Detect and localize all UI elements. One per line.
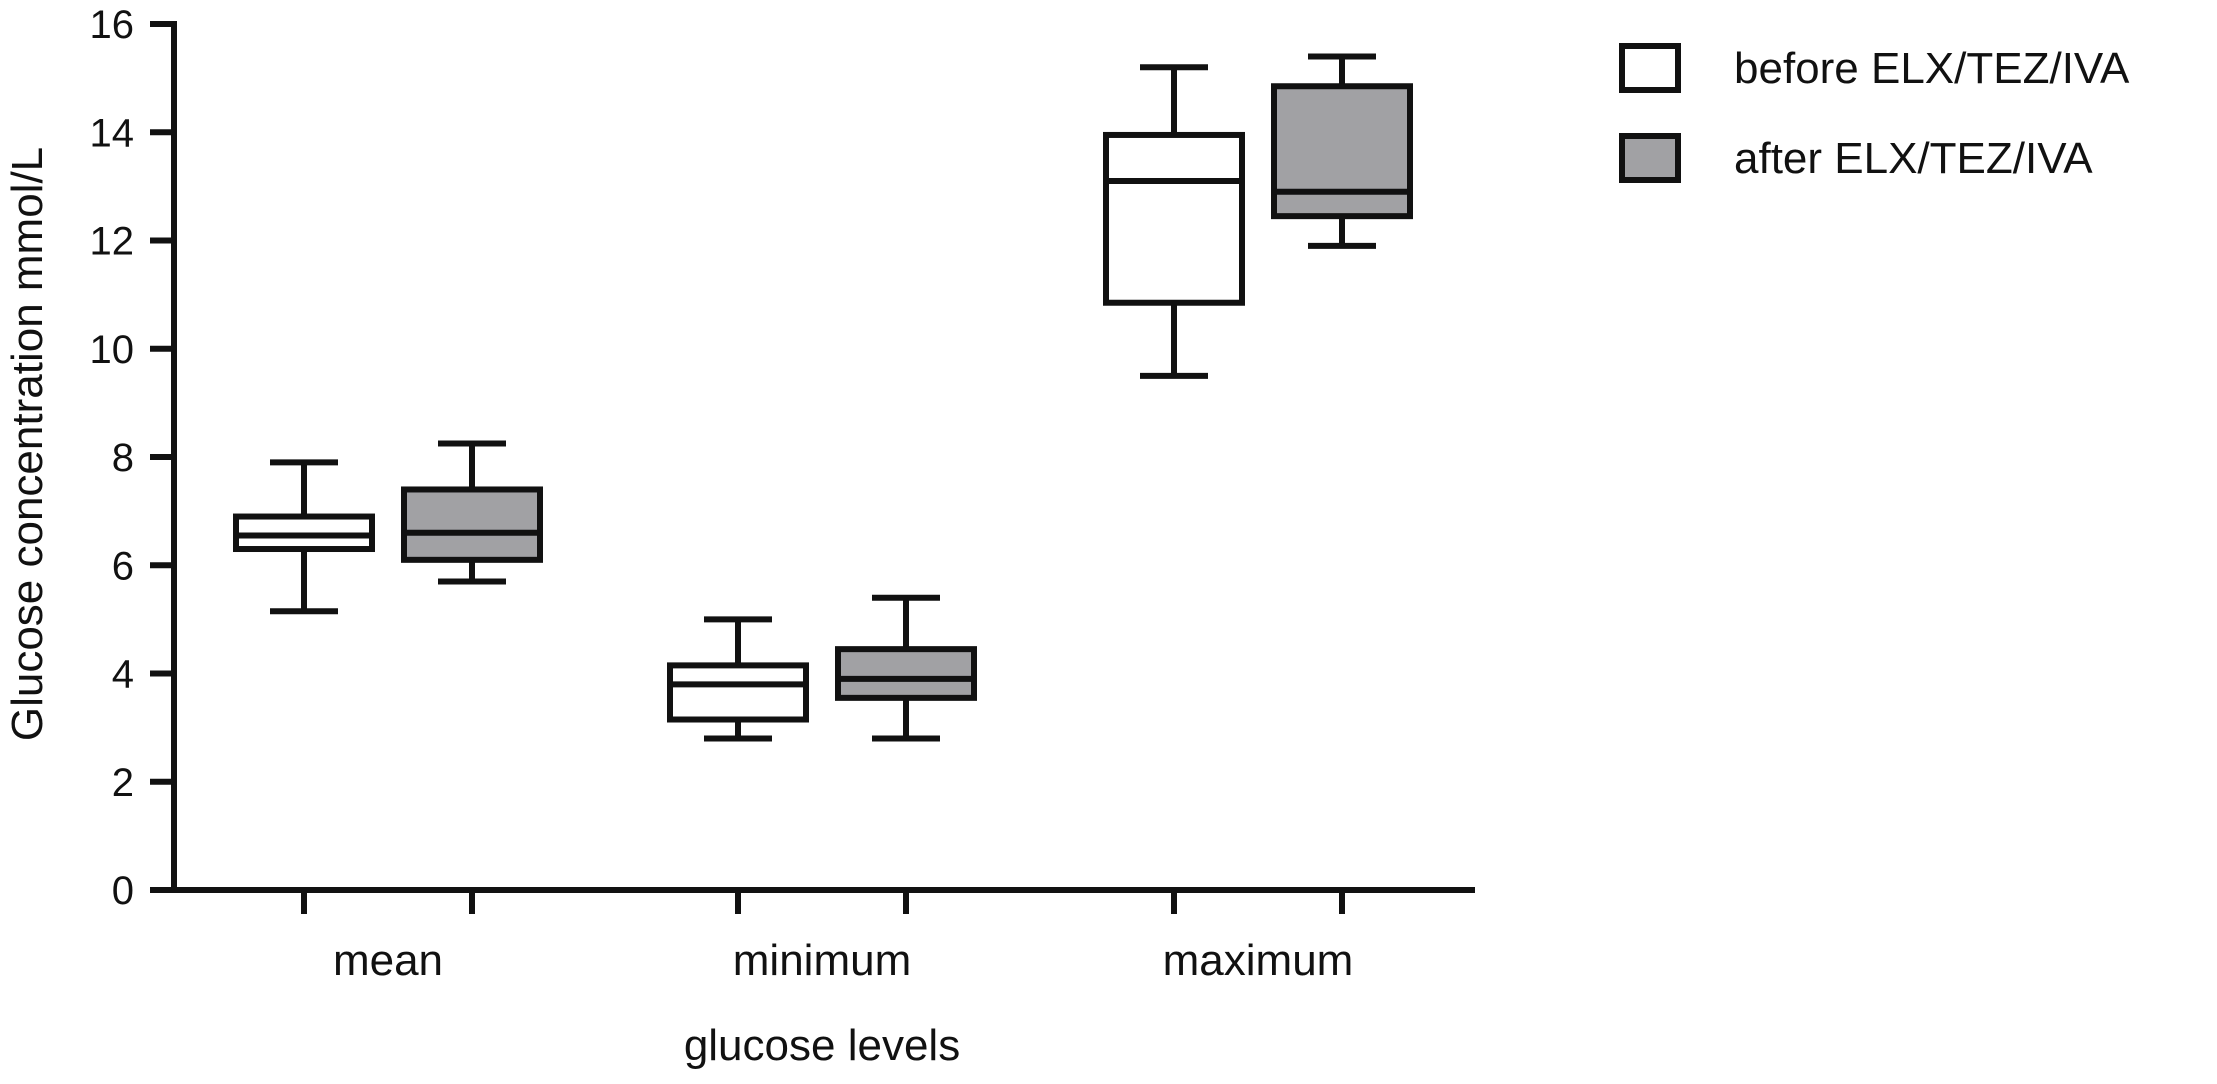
y-tick-label-10: 10 — [90, 328, 135, 372]
legend-swatch-1 — [1619, 133, 1681, 183]
legend-swatch-0 — [1619, 43, 1681, 93]
box-minimum-series-1 — [835, 594, 977, 742]
y-tick-label-4: 4 — [112, 653, 134, 697]
x-category-label-mean: mean — [333, 936, 443, 985]
iqr-box — [667, 662, 809, 723]
legend-label-0: before ELX/TEZ/IVA — [1734, 44, 2130, 93]
box-maximum-series-0 — [1103, 64, 1245, 379]
iqr-box — [1271, 83, 1413, 220]
box-mean-series-0 — [233, 459, 375, 615]
x-category-label-minimum: minimum — [733, 936, 911, 985]
iqr-box — [401, 486, 543, 563]
iqr-box — [835, 646, 977, 701]
y-axis-title: Glucose concentration mmol/L — [3, 147, 52, 741]
x-category-label-maximum: maximum — [1163, 936, 1354, 985]
y-tick-label-6: 6 — [112, 544, 134, 588]
boxes-group — [233, 53, 1413, 742]
box-maximum-series-1 — [1271, 53, 1413, 249]
y-tick-label-12: 12 — [90, 220, 135, 264]
y-tick-label-0: 0 — [112, 869, 134, 913]
y-tick-label-14: 14 — [90, 111, 135, 155]
legend-label-1: after ELX/TEZ/IVA — [1734, 134, 2093, 183]
box-mean-series-1 — [401, 440, 543, 585]
y-tick-label-8: 8 — [112, 436, 134, 480]
y-tick-label-16: 16 — [90, 3, 135, 47]
y-tick-label-2: 2 — [112, 761, 134, 805]
legend: before ELX/TEZ/IVA after ELX/TEZ/IVA — [1619, 43, 2130, 183]
box-minimum-series-0 — [667, 616, 809, 742]
iqr-box — [1103, 131, 1245, 306]
x-axis-title: glucose levels — [684, 1021, 960, 1070]
axes-group: 0 2 4 6 8 10 12 14 16 mean minimum maximum — [90, 3, 1475, 985]
